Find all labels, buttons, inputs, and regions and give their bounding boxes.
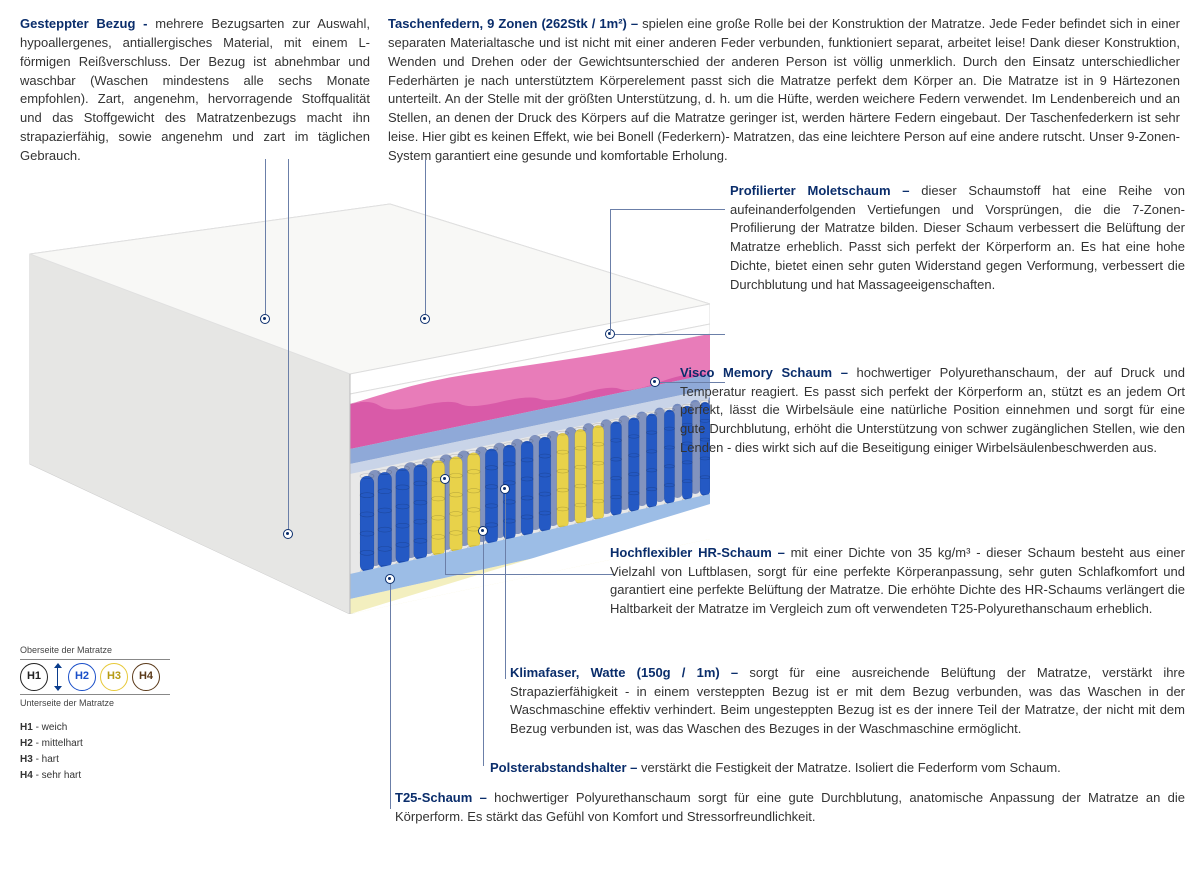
title-polster: Polsterabstandshalter – [490, 760, 641, 775]
callout-polster-point [478, 526, 488, 536]
section-polster-wrap: Polsterabstandshalter – verstärkt die Fe… [490, 759, 1185, 786]
body-t25: hochwertiger Polyurethanschaum sorgt für… [395, 790, 1185, 824]
line-hr [445, 484, 446, 574]
section-klima: Klimafaser, Watte (150g / 1m) – sorgt fü… [510, 664, 1185, 739]
section-profile: Profilierter Moletschaum – dieser Schaum… [730, 182, 1185, 295]
hardness-top-label: Oberseite der Matratze [20, 644, 170, 657]
callout-visco-point [650, 377, 660, 387]
hardness-circle-h4: H4 [132, 663, 160, 691]
body-cover: mehrere Bezugsarten zur Auswahl, hypoall… [20, 16, 370, 163]
hardness-divider [20, 659, 170, 660]
bottom-stack: Hochflexibler HR-Schaum – mit einer Dich… [610, 544, 1185, 627]
body-polster: verstärkt die Festigkeit der Matratze. I… [641, 760, 1061, 775]
line-profile [615, 334, 725, 335]
section-klima-wrap: Klimafaser, Watte (150g / 1m) – sorgt fü… [510, 664, 1185, 747]
callout-klima-point [500, 484, 510, 494]
section-hr: Hochflexibler HR-Schaum – mit einer Dich… [610, 544, 1185, 619]
hardness-circle-h1: H1 [20, 663, 48, 691]
title-klima: Klimafaser, Watte (150g / 1m) – [510, 665, 749, 680]
section-t25: T25-Schaum – hochwertiger Polyurethansch… [395, 789, 1185, 827]
callout-bottom-cover-point [283, 529, 293, 539]
hardness-circles: H1 H2 H3 H4 [20, 663, 170, 691]
section-polster: Polsterabstandshalter – verstärkt die Fe… [490, 759, 1185, 778]
callout-hr-point [440, 474, 450, 484]
section-visco: Visco Memory Schaum – hochwertiger Polyu… [680, 364, 1185, 458]
line-springs [425, 159, 426, 314]
title-t25: T25-Schaum – [395, 790, 494, 805]
section-t25-wrap: T25-Schaum – hochwertiger Polyurethansch… [395, 789, 1185, 835]
line-cover [265, 159, 266, 314]
line-hr-h [445, 574, 615, 575]
body-profile: dieser Schaumstoff hat eine Reihe von au… [730, 183, 1185, 292]
line-profile-h [610, 209, 725, 210]
section-cover: Gesteppter Bezug - mehrere Bezugsarten z… [20, 15, 370, 166]
body-springs: spielen eine große Rolle bei der Konstru… [388, 16, 1180, 163]
callout-t25-point [385, 574, 395, 584]
hardness-panel: Oberseite der Matratze H1 H2 H3 H4 Unter… [20, 644, 170, 784]
line-klima [505, 494, 506, 679]
title-profile: Profilierter Moletschaum – [730, 183, 921, 198]
hardness-legend: H1 - weichH2 - mittelhartH3 - hartH4 - s… [20, 720, 170, 784]
callout-springs-point [420, 314, 430, 324]
line-polster [483, 536, 484, 766]
title-visco: Visco Memory Schaum – [680, 365, 857, 380]
line-t25 [390, 584, 391, 809]
callout-cover-point [260, 314, 270, 324]
title-cover: Gesteppter Bezug - [20, 16, 155, 31]
hardness-bottom-label: Unterseite der Matratze [20, 697, 170, 710]
diagram-area: Profilierter Moletschaum – dieser Schaum… [20, 174, 1180, 624]
section-springs: Taschenfedern, 9 Zonen (262Stk / 1m²) – … [388, 15, 1180, 166]
hardness-circle-h3: H3 [100, 663, 128, 691]
hardness-arrow-icon [52, 663, 64, 691]
title-hr: Hochflexibler HR-Schaum – [610, 545, 791, 560]
hardness-circle-h2: H2 [68, 663, 96, 691]
hardness-divider [20, 694, 170, 695]
line-cover2 [288, 159, 289, 529]
line-profile-v [610, 209, 611, 334]
mattress-diagram [20, 174, 710, 614]
title-springs: Taschenfedern, 9 Zonen (262Stk / 1m²) – [388, 16, 642, 31]
